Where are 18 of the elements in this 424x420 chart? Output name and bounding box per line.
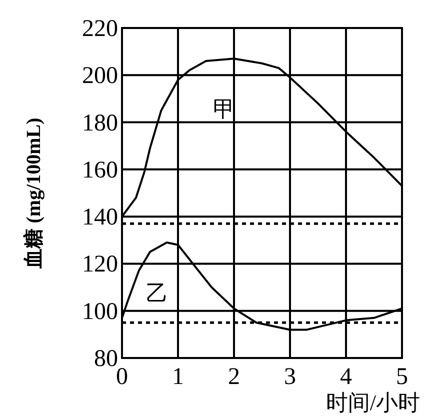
x-tick-label: 1 bbox=[172, 364, 184, 390]
y-tick-label: 140 bbox=[82, 204, 118, 231]
x-axis-title: 时间/小时 bbox=[326, 390, 420, 415]
x-tick-label: 3 bbox=[284, 364, 296, 390]
y-tick-label: 220 bbox=[82, 16, 118, 42]
series-label: 乙 bbox=[146, 280, 168, 306]
y-tick-label: 160 bbox=[82, 157, 118, 184]
x-tick-label: 4 bbox=[340, 364, 352, 390]
x-tick-label: 2 bbox=[228, 364, 240, 390]
y-tick-label: 180 bbox=[82, 110, 118, 136]
series-label: 甲 bbox=[213, 96, 235, 122]
y-tick-label: 80 bbox=[94, 346, 118, 372]
y-tick-label: 100 bbox=[82, 298, 118, 325]
y-tick-label: 120 bbox=[82, 252, 118, 278]
y-axis-title: 血糖 (mg/100mL) bbox=[22, 118, 45, 270]
x-tick-label: 0 bbox=[116, 364, 128, 390]
x-tick-label: 5 bbox=[396, 364, 408, 390]
y-tick-label: 200 bbox=[82, 63, 118, 90]
